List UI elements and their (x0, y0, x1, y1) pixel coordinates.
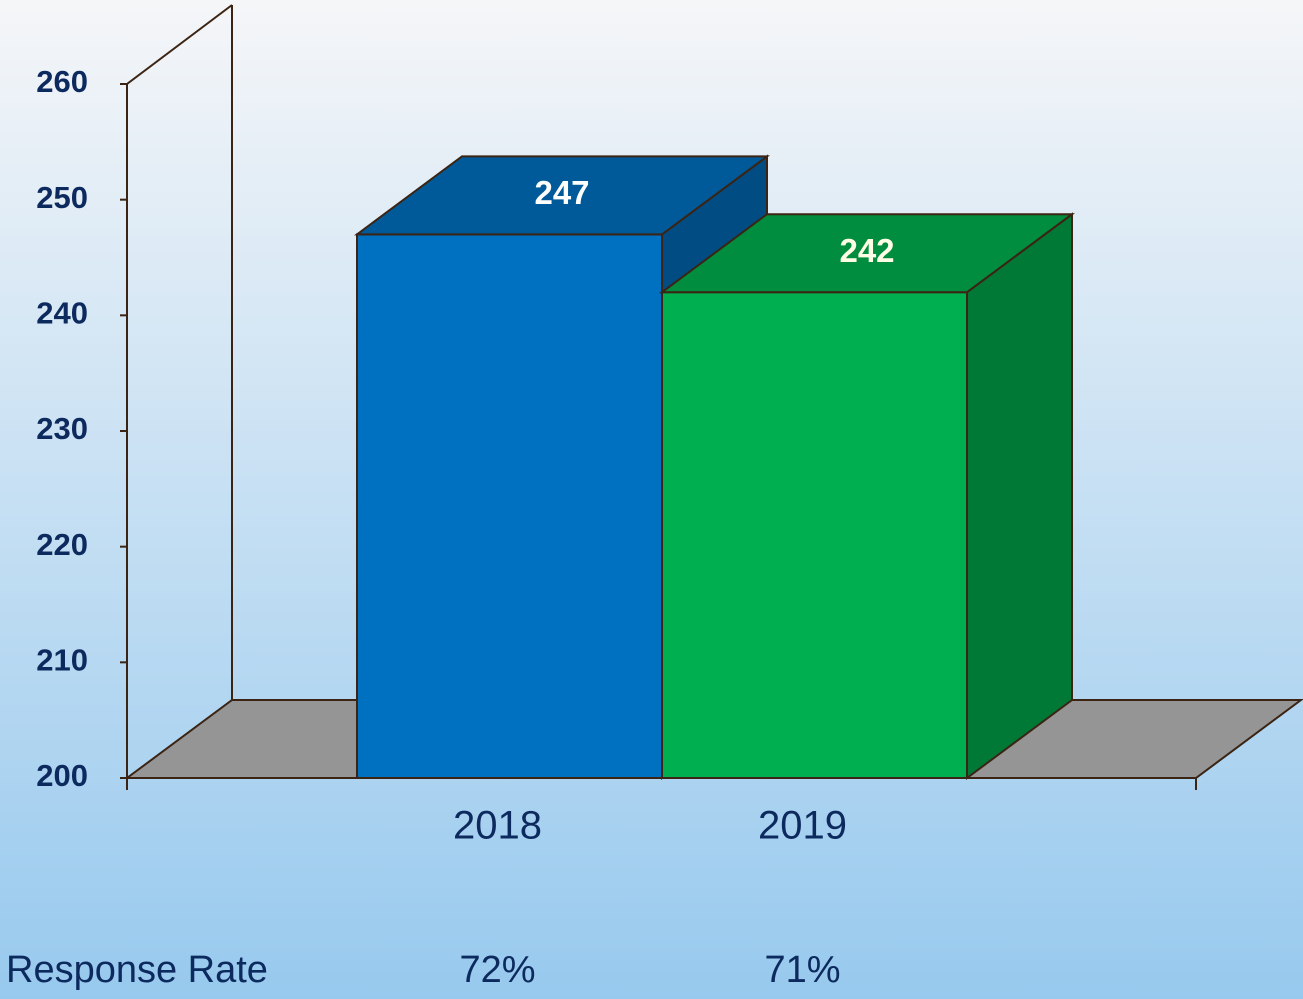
y-tick-label: 240 (36, 296, 88, 331)
y-tick-label: 210 (36, 643, 88, 678)
side-wall-edge (126, 4, 233, 85)
y-tick-label: 200 (36, 758, 88, 793)
y-tick-label: 220 (36, 527, 88, 562)
response-rate-label: Response Rate (6, 949, 268, 991)
y-tick-label: 250 (36, 180, 88, 215)
response-rate: 71% (764, 949, 840, 991)
y-tick-label: 230 (36, 411, 88, 446)
value-label: 247 (534, 174, 589, 211)
x-tick-label: 2018 (453, 804, 542, 848)
value-label: 242 (839, 232, 894, 269)
x-tick-label: 2019 (758, 804, 847, 848)
bar-side (966, 212, 1073, 780)
response-rate: 72% (459, 949, 535, 991)
bar (661, 291, 968, 779)
bar (356, 233, 663, 780)
y-tick-label: 260 (36, 64, 88, 99)
bar-top (658, 213, 1076, 294)
bar-top (353, 155, 771, 236)
